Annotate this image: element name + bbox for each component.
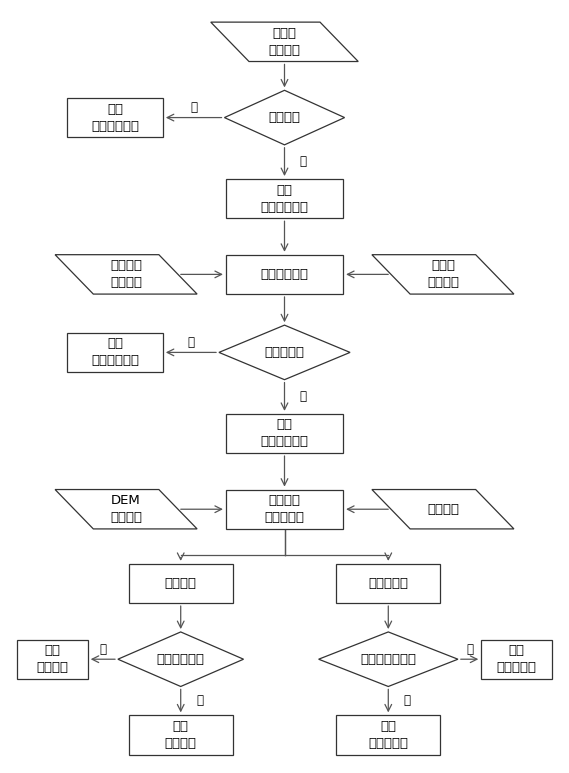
Text: 解除
风偏预警: 解除 风偏预警 [36,644,68,674]
Text: 否: 否 [100,643,106,656]
Text: 否: 否 [187,336,195,349]
Bar [17,639,88,679]
Polygon shape [319,632,458,686]
Bar [226,179,343,218]
Text: 是: 是 [300,390,307,404]
Text: 台风模式
预报数据: 台风模式 预报数据 [110,260,142,289]
Text: 待预警
线路数据: 待预警 线路数据 [427,260,459,289]
Bar [67,332,163,372]
Bar [336,564,440,603]
Text: 否: 否 [190,101,197,114]
Text: 是: 是 [403,694,411,707]
Text: 线路受影响: 线路受影响 [265,346,304,359]
Text: 否: 否 [466,643,473,656]
Text: 解除
线路影响预警: 解除 线路影响预警 [91,337,139,367]
Polygon shape [55,254,197,294]
Bar [226,489,343,529]
Text: 发布
线路影响预警: 发布 线路影响预警 [261,418,308,448]
Text: 线路地形: 线路地形 [427,502,459,516]
Polygon shape [372,489,514,529]
Text: 发布
风荷载预警: 发布 风荷载预警 [368,720,409,750]
Bar [481,639,552,679]
Bar [129,564,233,603]
Polygon shape [372,254,514,294]
Text: 发布
风偏预警: 发布 风偏预警 [164,720,197,750]
Text: 风荷载分析: 风荷载分析 [368,577,409,590]
Polygon shape [55,489,197,529]
Text: DEM
数字高程: DEM 数字高程 [110,494,142,524]
Polygon shape [224,90,345,145]
Bar [226,414,343,453]
Text: 风偏超过阈值: 风偏超过阈值 [156,652,205,666]
Polygon shape [118,632,244,686]
Text: 风荷载超过阈值: 风荷载超过阈值 [360,652,417,666]
Text: 台风预警: 台风预警 [269,111,300,124]
Text: 气象局
推送数据: 气象局 推送数据 [269,27,300,57]
Text: 是: 是 [196,694,203,707]
Text: 发布
台风动态预警: 发布 台风动态预警 [261,184,308,213]
Bar [67,98,163,138]
Text: 风偏分析: 风偏分析 [164,577,197,590]
Text: 风场数据
插值与修正: 风场数据 插值与修正 [265,494,304,524]
Text: 空间叠加分析: 空间叠加分析 [261,268,308,281]
Polygon shape [211,22,358,62]
Bar [336,715,440,754]
Text: 解除
台风动态预警: 解除 台风动态预警 [91,103,139,133]
Bar [226,254,343,294]
Polygon shape [219,325,350,380]
Text: 解除
风荷载预警: 解除 风荷载预警 [497,644,537,674]
Text: 是: 是 [300,155,307,169]
Bar [129,715,233,754]
